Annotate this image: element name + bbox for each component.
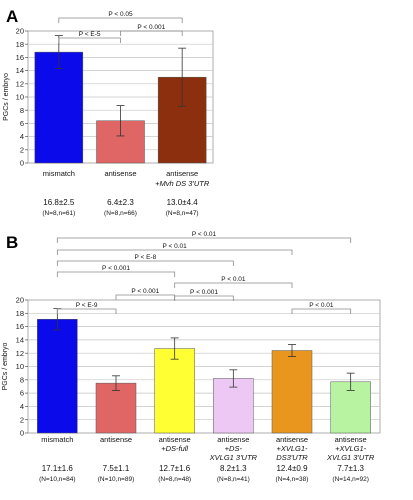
y-tick-label: 18: [16, 40, 24, 49]
value-label: 7.5±1.1: [103, 464, 130, 473]
significance-bracket: [174, 282, 293, 288]
y-tick-label: 8: [20, 106, 24, 115]
significance-bracket: [58, 17, 183, 23]
significance-label: P < 0.01: [309, 302, 334, 309]
bar: [95, 382, 137, 434]
value-label: 16.8±2.5: [43, 198, 75, 207]
category-label: antisense: [217, 435, 249, 444]
y-tick-label: 6: [20, 119, 24, 128]
bar: [213, 378, 254, 434]
value-label: 17.1±1.6: [42, 464, 74, 473]
significance-bracket: [58, 37, 121, 43]
category-label: DS3'UTR: [276, 453, 308, 462]
panel-label: B: [6, 233, 18, 252]
category-label: mismatch: [43, 169, 75, 178]
y-tick-label: 4: [20, 132, 24, 141]
category-label: antisense: [276, 435, 308, 444]
bar: [37, 319, 78, 434]
category-label: +DS-: [225, 444, 243, 453]
y-tick-label: 6: [20, 389, 24, 398]
significance-bracket: [56, 271, 176, 277]
significance-label: P < 0.001: [131, 288, 159, 295]
n-label: (N=4,n=38): [276, 476, 309, 483]
category-label: +Mvh DS 3'UTR: [155, 179, 210, 188]
y-tick-label: 10: [16, 362, 24, 371]
n-label: (N=8,n=61): [42, 210, 75, 217]
n-label: (N=10,n=89): [98, 476, 135, 483]
y-tick-label: 2: [20, 145, 24, 154]
y-axis-label: PGCs / embryo: [2, 342, 9, 390]
value-label: 12.7±1.6: [159, 464, 191, 473]
y-tick-label: 10: [16, 93, 24, 102]
n-label: (N=14,n=92): [332, 476, 369, 483]
significance-label: P < E-9: [76, 302, 98, 309]
significance-bracket: [56, 260, 234, 266]
y-tick-label: 16: [16, 322, 24, 331]
category-label: mismatch: [41, 435, 73, 444]
category-label: XVLG1 3'UTR: [209, 453, 258, 462]
significance-label: P < 0.01: [192, 231, 217, 238]
significance-label: P < E-8: [134, 254, 156, 261]
category-label: antisense: [104, 169, 136, 178]
y-tick-label: 14: [16, 66, 24, 75]
chart-panel-a: A 0 2 4 6 8 10 12 14 16 18 20 PGCs / embryo mismatch a…: [3, 7, 214, 217]
category-label: +XVLG1-: [335, 444, 367, 453]
bar: [271, 350, 313, 434]
chart-panel-b: B 0 2 4 6 8 10 12 14 16 18 20 PGCs / embryo mismatch a…: [2, 231, 381, 483]
significance-bracket: [291, 308, 352, 314]
significance-label: P < 0.001: [190, 289, 218, 296]
y-tick-label: 14: [16, 336, 24, 345]
y-tick-label: 4: [20, 402, 24, 411]
bar: [154, 348, 195, 434]
value-label: 13.0±4.4: [167, 198, 199, 207]
value-label: 7.7±1.3: [337, 464, 364, 473]
y-tick-label: 0: [20, 159, 24, 168]
significance-bracket: [56, 237, 352, 243]
category-label: antisense: [100, 435, 132, 444]
category-label: +XVLG1-: [276, 444, 308, 453]
y-tick-label: 18: [16, 309, 24, 318]
significance-bracket: [174, 295, 234, 301]
significance-label: P < 0.01: [221, 276, 246, 283]
y-tick-label: 0: [20, 429, 24, 438]
n-label: (N=8,n=66): [104, 210, 137, 217]
category-label: +DS-full: [161, 444, 188, 453]
value-label: 8.2±1.3: [220, 464, 247, 473]
significance-bracket: [120, 30, 183, 36]
y-tick-label: 8: [20, 375, 24, 384]
n-label: (N=10,n=84): [39, 476, 76, 483]
y-tick-label: 12: [16, 349, 24, 358]
significance-label: P < 0.001: [102, 265, 130, 272]
y-tick-label: 20: [16, 296, 24, 305]
significance-bracket: [56, 308, 117, 314]
significance-bracket: [115, 294, 176, 300]
y-tick-label: 2: [20, 415, 24, 424]
n-label: (N=8,n=48): [158, 476, 191, 483]
y-tick-label: 12: [16, 79, 24, 88]
category-label: antisense: [335, 435, 367, 444]
significance-bracket: [56, 249, 293, 255]
bar: [34, 51, 84, 164]
significance-label: P < 0.01: [163, 243, 188, 250]
category-label: antisense: [166, 169, 198, 178]
panel-label: A: [6, 7, 18, 26]
value-label: 6.4±2.3: [107, 198, 134, 207]
value-label: 12.4±0.9: [276, 464, 308, 473]
category-label: antisense: [159, 435, 191, 444]
y-tick-label: 16: [16, 53, 24, 62]
category-label: XVLG1 3'UTR: [326, 453, 375, 462]
n-label: (N=8,n=47): [166, 210, 199, 217]
significance-label: P < 0.05: [108, 11, 133, 18]
significance-label: P < E-5: [79, 31, 101, 38]
n-label: (N=8,n=41): [217, 476, 250, 483]
y-tick-label: 20: [16, 27, 24, 36]
significance-label: P < 0.001: [137, 24, 165, 31]
y-axis-label: PGCs / embryo: [3, 73, 10, 121]
